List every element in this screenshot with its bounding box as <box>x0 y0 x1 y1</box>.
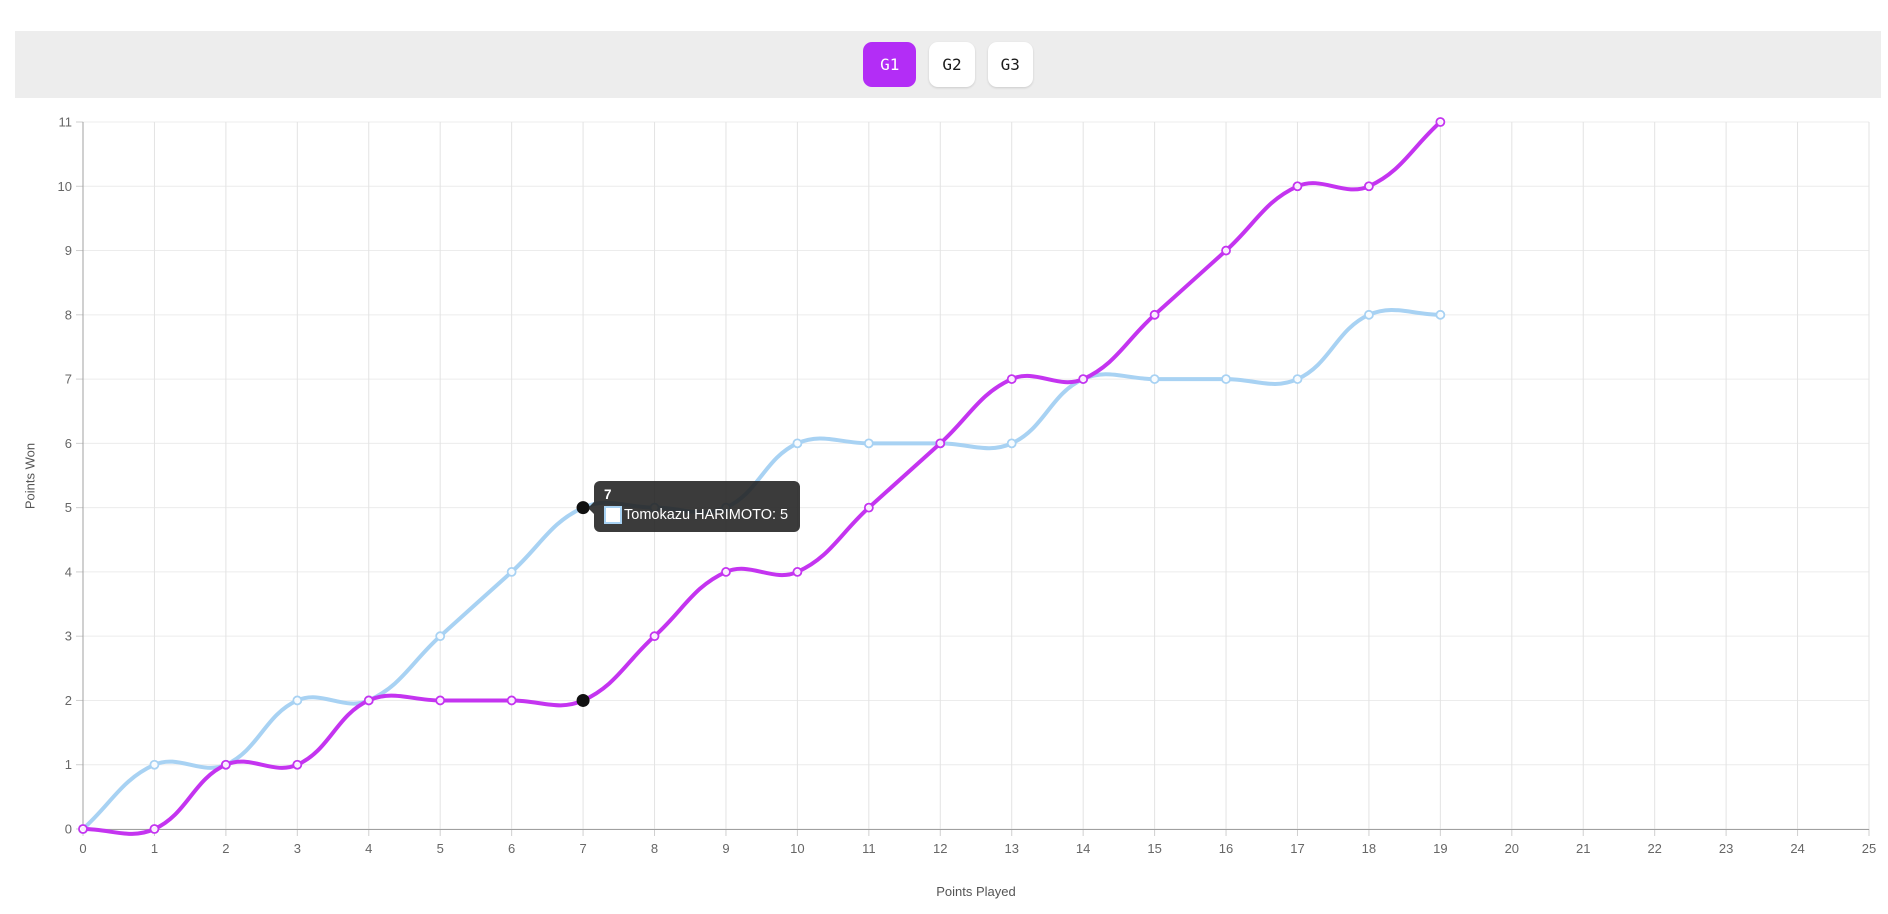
y-tick-label: 3 <box>65 629 72 644</box>
series-point <box>292 695 303 706</box>
series-point <box>1006 374 1017 384</box>
series-point <box>1221 374 1231 384</box>
y-tick-label: 6 <box>65 436 72 451</box>
series-point <box>1006 438 1017 449</box>
tooltip-row: Tomokazu HARIMOTO: 5 <box>604 506 788 524</box>
x-tick-label: 18 <box>1362 841 1376 856</box>
series-point <box>149 824 160 834</box>
x-tick-label: 10 <box>790 841 804 856</box>
series-point <box>1078 374 1089 384</box>
tab-g3[interactable]: G3 <box>987 42 1033 87</box>
x-tick-label: 11 <box>862 841 876 856</box>
x-tick-label: 24 <box>1790 841 1804 856</box>
x-axis-title: Points Played <box>936 884 1016 899</box>
y-tick-label: 10 <box>58 179 72 194</box>
x-tick-label: 13 <box>1004 841 1018 856</box>
series-point <box>1364 309 1374 320</box>
x-tick-label: 4 <box>365 841 372 856</box>
series-point <box>1149 374 1160 384</box>
y-tick-label: 4 <box>65 564 72 579</box>
series-point <box>792 567 803 577</box>
series-point <box>721 567 731 577</box>
y-tick-label: 7 <box>65 372 72 387</box>
game-tab-bar: G1 G2 G3 <box>15 31 1881 98</box>
series-point <box>292 759 303 770</box>
series-point <box>220 759 231 770</box>
x-tick-label: 3 <box>294 841 301 856</box>
active-point <box>576 501 590 515</box>
x-tick-label: 8 <box>651 841 658 856</box>
series-point <box>1221 245 1231 256</box>
x-tick-label: 1 <box>151 841 158 856</box>
series-point <box>792 438 803 449</box>
series-point <box>935 438 946 449</box>
x-tick-label: 15 <box>1147 841 1161 856</box>
y-tick-label: 11 <box>59 115 73 130</box>
tooltip-series-swatch <box>604 506 622 524</box>
series-point <box>1149 309 1160 320</box>
series-point <box>1292 181 1303 192</box>
x-tick-label: 9 <box>722 841 729 856</box>
x-tick-label: 21 <box>1576 841 1590 856</box>
y-tick-label: 5 <box>65 500 72 515</box>
series-point <box>506 567 517 577</box>
x-tick-label: 6 <box>508 841 515 856</box>
tab-g1[interactable]: G1 <box>863 42 917 87</box>
tab-g2[interactable]: G2 <box>929 42 975 87</box>
y-tick-label: 0 <box>65 822 72 837</box>
x-tick-label: 5 <box>437 841 444 856</box>
x-tick-label: 12 <box>933 841 947 856</box>
y-tick-label: 8 <box>65 307 72 322</box>
x-tick-label: 16 <box>1219 841 1233 856</box>
series-point <box>363 695 374 706</box>
chart-tooltip: 7 Tomokazu HARIMOTO: 5 <box>587 481 801 532</box>
y-tick-label: 1 <box>65 757 72 772</box>
x-tick-label: 17 <box>1290 841 1304 856</box>
series-point <box>1435 117 1446 127</box>
y-tick-label: 9 <box>65 243 72 258</box>
series-point <box>78 824 88 834</box>
x-tick-label: 22 <box>1647 841 1661 856</box>
y-axis-title: Points Won <box>22 442 38 510</box>
series-point <box>149 759 160 770</box>
x-tick-label: 14 <box>1076 841 1090 856</box>
series-point <box>1364 181 1374 192</box>
series-point <box>649 631 660 642</box>
x-tick-label: 2 <box>222 841 229 856</box>
series-point <box>506 695 517 706</box>
series-point <box>1435 309 1446 320</box>
x-tick-label: 7 <box>579 841 586 856</box>
series-point <box>863 502 874 513</box>
series-point <box>863 438 874 449</box>
x-tick-label: 23 <box>1719 841 1733 856</box>
series-line-0 <box>81 307 1443 831</box>
x-tick-label: 20 <box>1505 841 1519 856</box>
tooltip-series-label: Tomokazu HARIMOTO: 5 <box>624 507 789 523</box>
x-tick-label: 0 <box>79 841 86 856</box>
active-point <box>576 693 590 707</box>
series-point <box>435 631 446 642</box>
tooltip-title: 7 <box>604 487 612 502</box>
series-point <box>1292 374 1303 384</box>
x-tick-label: 19 <box>1433 841 1447 856</box>
y-tick-label: 2 <box>65 693 72 708</box>
x-tick-label: 25 <box>1862 841 1876 856</box>
series-point <box>435 695 446 706</box>
